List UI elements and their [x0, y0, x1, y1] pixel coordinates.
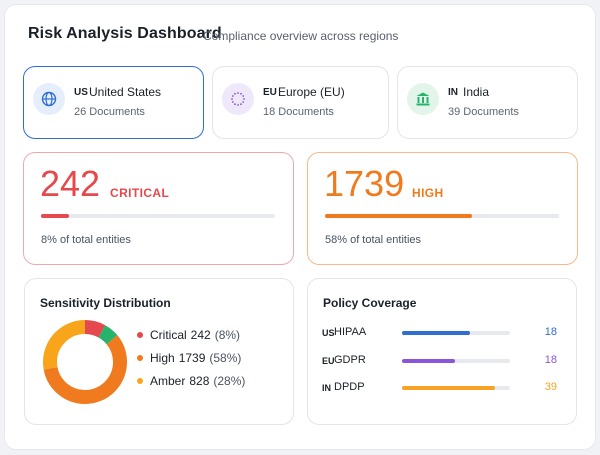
globe-icon: [33, 83, 65, 115]
card-title: Sensitivity Distribution: [40, 296, 171, 310]
metric-value: 1739: [324, 163, 405, 204]
legend-label: High: [150, 351, 175, 365]
policy-progress-fill: [402, 386, 495, 390]
eu-stars-icon: [222, 83, 254, 115]
eu-star: [243, 98, 245, 100]
metric-progress-track: [325, 214, 559, 218]
legend-label: Critical: [150, 328, 187, 342]
policy-count: 18: [544, 326, 557, 338]
eu-star: [231, 101, 234, 103]
policy-progress-fill: [402, 359, 455, 363]
sensitivity-distribution-card: Sensitivity Distribution Critical 242 (8…: [24, 278, 294, 425]
region-name: Europe (EU): [278, 85, 345, 99]
eu-star: [231, 98, 233, 100]
policy-name: HIPAA: [334, 326, 367, 338]
metric-card-high: 1739 HIGH 58% of total entities: [307, 152, 578, 265]
policy-region-code: IN: [322, 383, 331, 393]
eu-star: [237, 104, 239, 106]
dashboard-panel: Risk Analysis Dashboard Compliance overv…: [4, 4, 596, 450]
donut-segment-high: [43, 320, 127, 404]
metric-percent-text: 8% of total entities: [41, 234, 131, 246]
policy-progress-track: [402, 359, 510, 363]
page-subtitle: Compliance overview across regions: [203, 29, 399, 43]
eu-star: [234, 92, 236, 95]
policy-row-dpdp: IN DPDP 39: [322, 381, 562, 397]
eu-star: [240, 103, 242, 106]
metric-card-critical: 242 CRITICAL 8% of total entities: [23, 152, 294, 265]
policy-progress-fill: [402, 331, 471, 335]
metric-percent-text: 58% of total entities: [325, 234, 422, 246]
legend-share: (58%): [209, 351, 242, 365]
metric-progress-fill: [41, 214, 70, 218]
policy-name: DPDP: [334, 381, 365, 393]
region-card-eu[interactable]: EU Europe (EU) 18 Documents: [212, 66, 389, 139]
region-doc-count: 26 Documents: [74, 106, 145, 118]
eu-star: [231, 95, 234, 97]
region-card-us[interactable]: US United States 26 Documents: [23, 66, 204, 139]
metric-progress-fill: [325, 214, 473, 218]
legend-item-high: High 1739 (58%): [137, 351, 241, 365]
legend-share: (8%): [214, 328, 241, 342]
eu-star: [234, 103, 236, 106]
policy-count: 39: [544, 381, 557, 393]
region-doc-count: 39 Documents: [448, 106, 519, 118]
legend-item-critical: Critical 242 (8%): [137, 328, 240, 342]
government-building-icon: [407, 83, 439, 115]
eu-star: [237, 92, 239, 94]
metric-level: HIGH: [412, 186, 444, 200]
legend-value: 828: [189, 374, 210, 388]
policy-count: 18: [544, 354, 557, 366]
region-code: IN: [448, 87, 458, 98]
legend-dot: [137, 332, 143, 338]
legend-share: (28%): [213, 374, 246, 388]
legend-dot: [137, 355, 143, 361]
metric-level: CRITICAL: [110, 186, 170, 200]
donut-segment-amber: [43, 320, 127, 404]
sensitivity-donut-chart: [43, 320, 127, 404]
eu-star: [242, 95, 245, 97]
region-code: US: [74, 87, 88, 98]
metric-value: 242: [40, 163, 101, 204]
page-title: Risk Analysis Dashboard: [28, 25, 222, 42]
metric-progress-track: [41, 214, 275, 218]
policy-name: GDPR: [334, 354, 366, 366]
legend-dot: [137, 378, 143, 384]
policy-row-hipaa: US HIPAA 18: [322, 326, 562, 342]
policy-row-gdpr: EU GDPR 18: [322, 354, 562, 370]
policy-progress-track: [402, 331, 510, 335]
region-doc-count: 18 Documents: [263, 106, 334, 118]
legend-label: Amber: [150, 374, 186, 388]
legend-value: 1739: [178, 351, 206, 365]
policy-progress-track: [402, 386, 510, 390]
eu-star: [240, 92, 242, 95]
legend-value: 242: [190, 328, 211, 342]
legend-item-amber: Amber 828 (28%): [137, 374, 245, 388]
region-card-in[interactable]: IN India 39 Documents: [397, 66, 578, 139]
card-title: Policy Coverage: [323, 296, 417, 310]
policy-region-code: US: [322, 328, 335, 338]
region-name: India: [463, 85, 490, 99]
eu-star: [242, 101, 245, 103]
policy-region-code: EU: [322, 356, 335, 366]
policy-coverage-card: Policy Coverage US HIPAA 18 EU GDPR 18 I…: [307, 278, 577, 425]
region-name: United States: [89, 85, 162, 99]
region-code: EU: [263, 87, 277, 98]
